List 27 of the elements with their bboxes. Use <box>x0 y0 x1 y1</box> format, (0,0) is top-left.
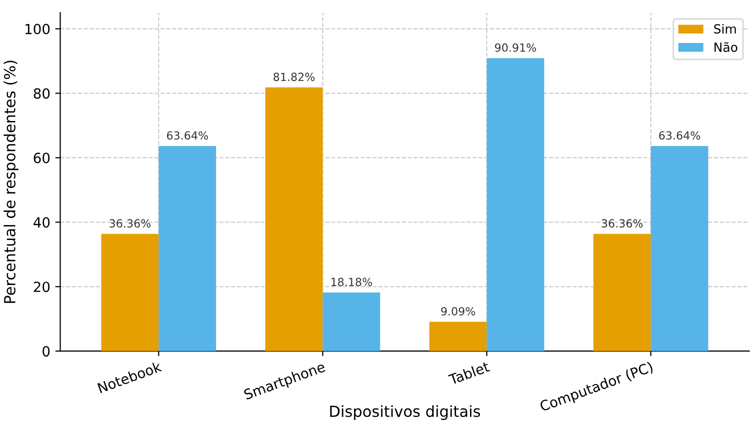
data-label: 81.82% <box>274 72 315 82</box>
bar <box>322 292 380 352</box>
bar <box>650 146 708 352</box>
y-tick-label: 20 <box>34 282 50 292</box>
bar <box>158 146 216 352</box>
bar <box>101 234 159 352</box>
bar <box>265 87 323 352</box>
legend-label: Sim <box>714 24 736 34</box>
y-axis-title: Percentual de respondentes (%) <box>4 60 18 303</box>
x-tick-label: Tablet <box>448 360 490 386</box>
y-tick-label: 80 <box>34 88 50 99</box>
data-label: 36.36% <box>110 219 151 228</box>
y-tick-label: 0 <box>42 346 50 357</box>
bar <box>486 58 544 352</box>
y-tick-label: 100 <box>26 24 50 34</box>
y-tick-label: 40 <box>34 217 50 228</box>
data-label: 36.36% <box>602 219 643 228</box>
y-tick-label: 60 <box>34 152 50 164</box>
data-label: 18.18% <box>331 278 372 286</box>
data-label: 90.91% <box>494 43 536 52</box>
bar <box>429 322 487 352</box>
legend-label: Não <box>714 42 738 52</box>
data-label: 9.09% <box>441 307 476 316</box>
data-label: 63.64% <box>166 131 208 140</box>
data-label: 63.64% <box>659 131 700 140</box>
bar <box>593 234 651 352</box>
x-axis-title: Dispositivos digitais <box>330 405 480 420</box>
